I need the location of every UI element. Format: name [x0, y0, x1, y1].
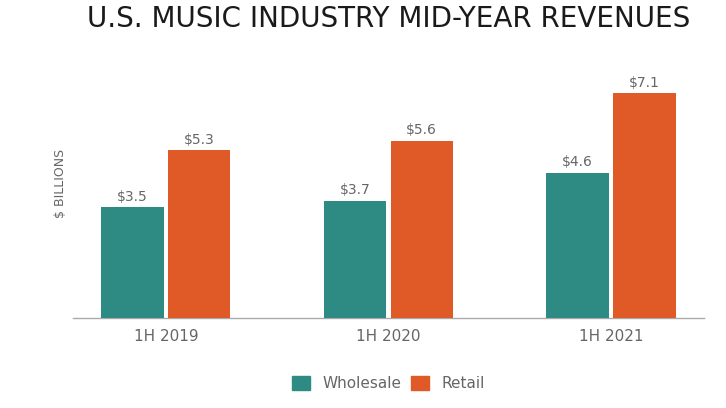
Text: $4.6: $4.6: [562, 155, 593, 169]
Bar: [168, 150, 230, 318]
Text: $5.6: $5.6: [407, 123, 437, 137]
Bar: [613, 93, 675, 318]
Text: $3.7: $3.7: [340, 183, 370, 197]
Y-axis label: $ BILLIONS: $ BILLIONS: [54, 149, 67, 218]
Bar: [547, 173, 608, 318]
Title: U.S. MUSIC INDUSTRY MID-YEAR REVENUES: U.S. MUSIC INDUSTRY MID-YEAR REVENUES: [87, 5, 690, 33]
Text: $3.5: $3.5: [117, 190, 148, 204]
Text: $5.3: $5.3: [184, 133, 215, 146]
Bar: [102, 207, 163, 318]
Bar: [391, 141, 453, 318]
Text: $7.1: $7.1: [629, 75, 660, 89]
Bar: [324, 201, 386, 318]
Legend: Wholesale, Retail: Wholesale, Retail: [292, 376, 485, 391]
